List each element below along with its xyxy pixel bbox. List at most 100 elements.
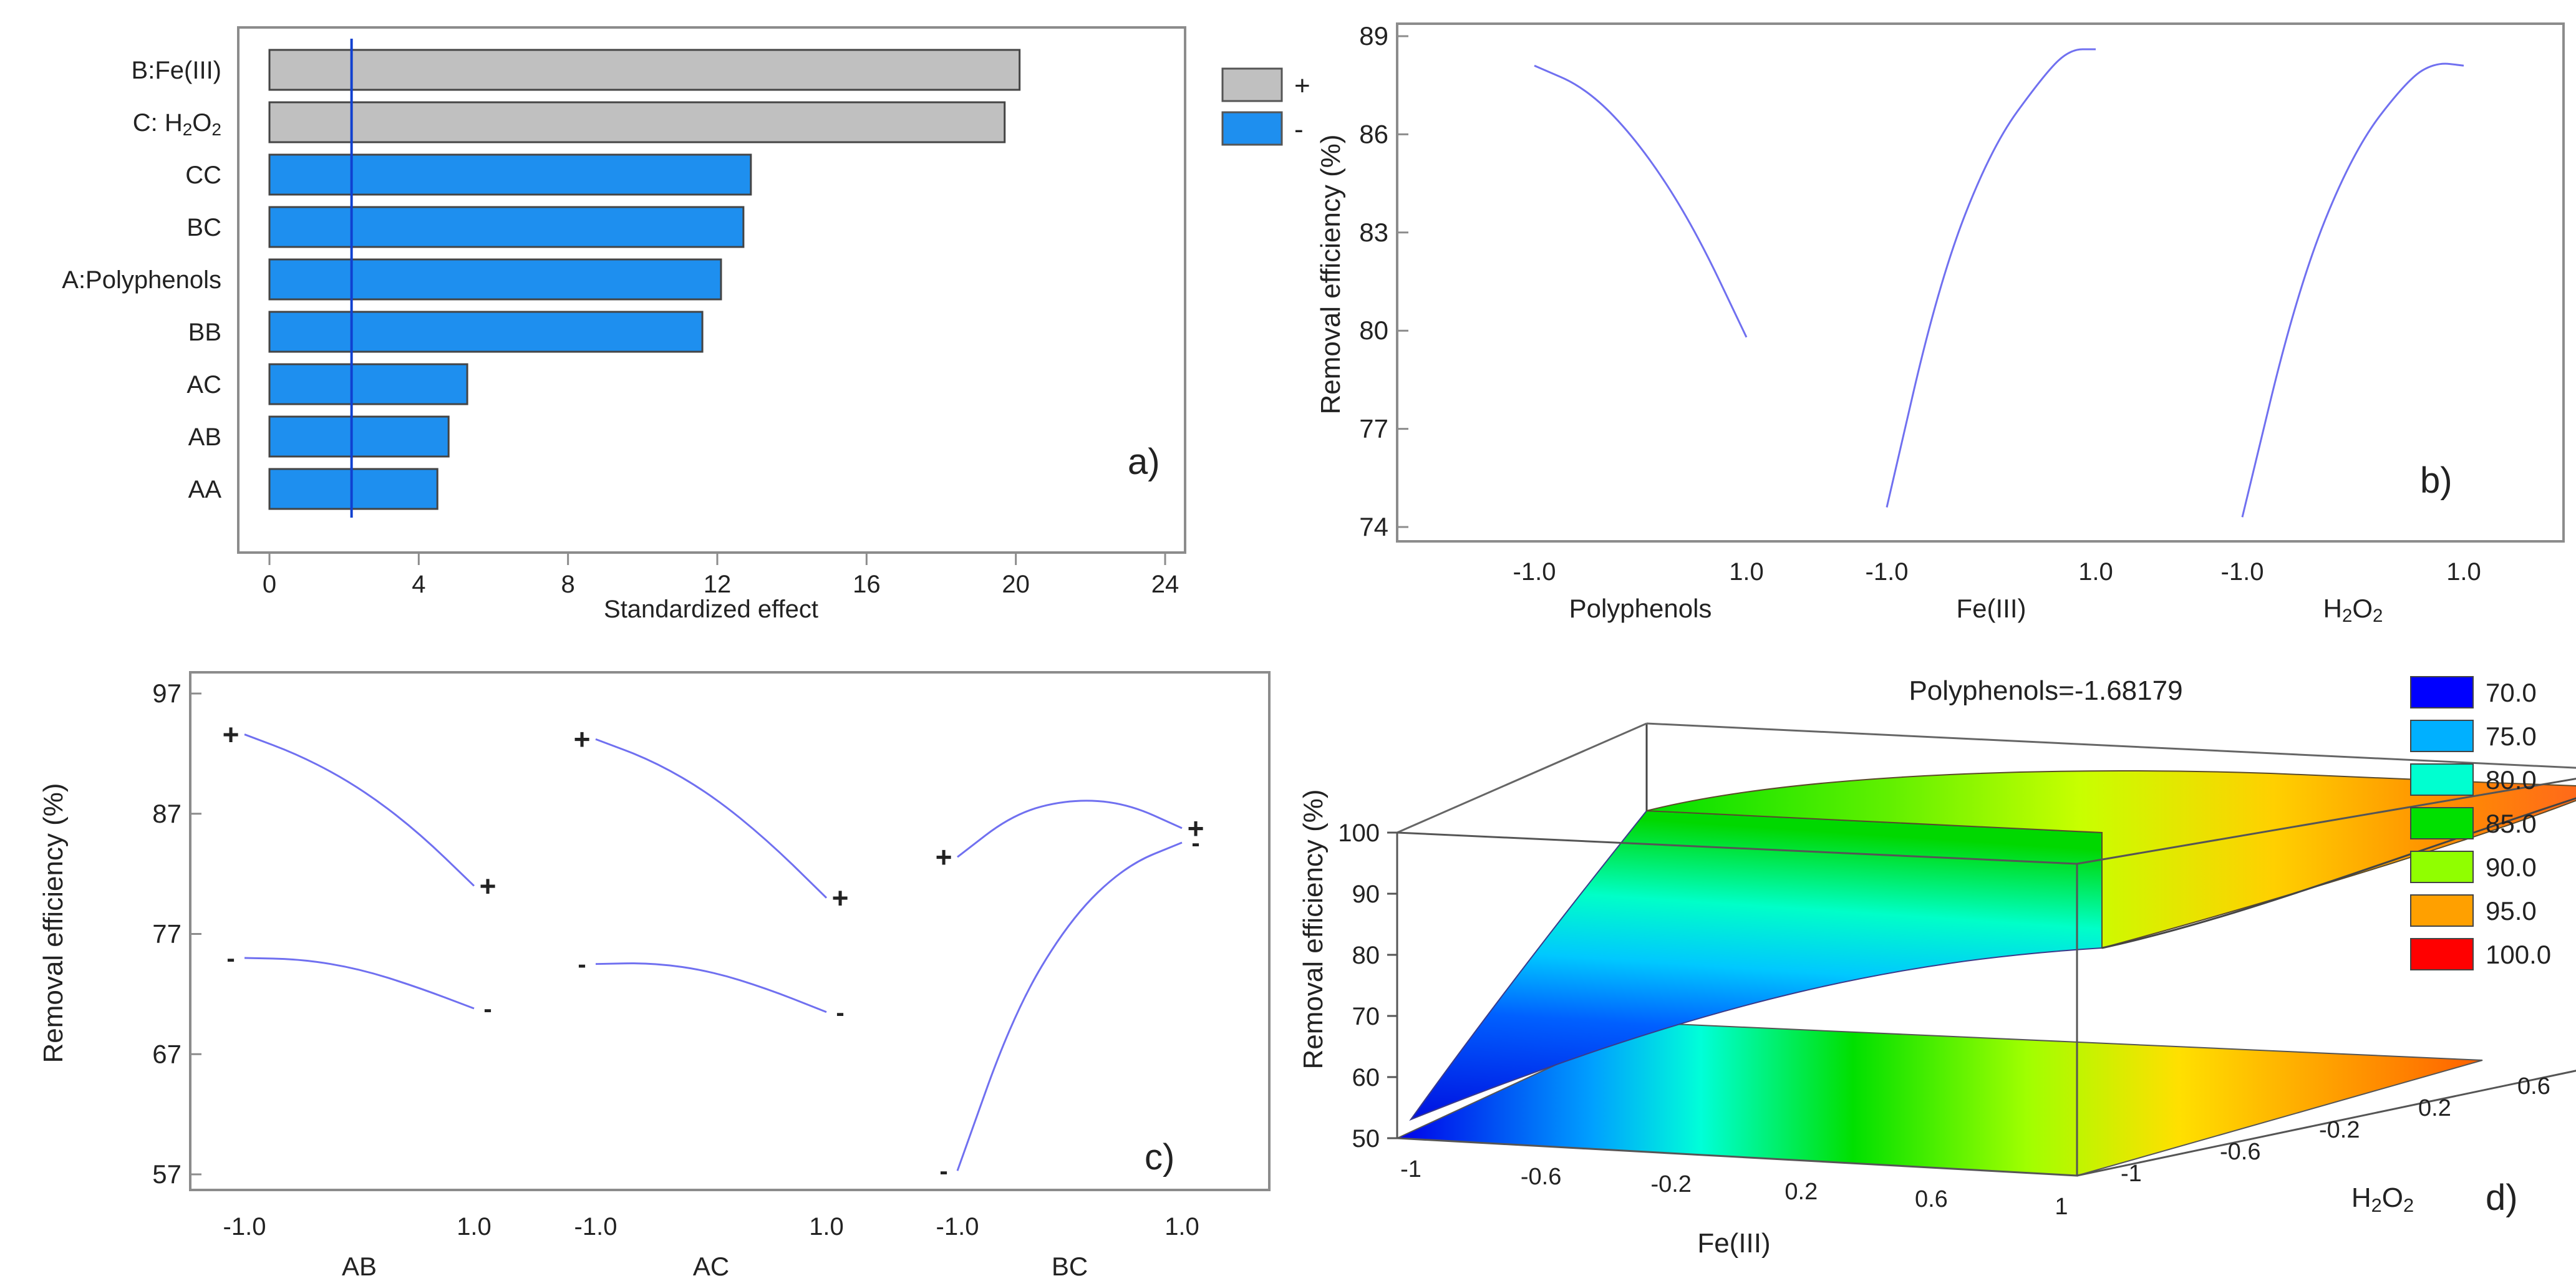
d-box-left-top bbox=[1397, 722, 1647, 834]
d-legend-label: 70.0 bbox=[2486, 678, 2537, 707]
a-category-label: AA bbox=[188, 476, 222, 503]
c-series-marker: - bbox=[578, 951, 586, 979]
c-series-marker: + bbox=[223, 718, 240, 751]
c-x-tick-label: -1.0 bbox=[574, 1213, 617, 1240]
d-legend-swatch bbox=[2410, 763, 2474, 796]
c-y-ticks: 57 67 77 87 97 bbox=[152, 679, 201, 1189]
panel-a: B:Fe(III) C: H2O2 CC BC A:Polyphenols BB AC AB A… bbox=[62, 26, 1310, 623]
d-panel-label: d) bbox=[2486, 1177, 2518, 1218]
a-category-label: A:Polyphenols bbox=[62, 266, 221, 294]
c-curve bbox=[595, 738, 828, 899]
d-legend-label: 85.0 bbox=[2486, 809, 2537, 838]
d-x-ticks: -1 -0.6 -0.2 0.2 0.6 1 bbox=[1400, 1156, 2068, 1220]
a-legend-label-minus: - bbox=[1294, 114, 1304, 145]
d-x-tick-label: 0.6 bbox=[1915, 1186, 1948, 1212]
c-x-tick-label: 1.0 bbox=[1165, 1213, 1199, 1240]
c-group-label: BC bbox=[1052, 1252, 1088, 1281]
c-series-marker: + bbox=[1188, 812, 1204, 844]
c-y-tick-label: 97 bbox=[152, 679, 182, 708]
b-y-tick-label: 77 bbox=[1359, 414, 1388, 443]
c-series-marker: + bbox=[936, 841, 952, 873]
d-z-tick-label: 80 bbox=[1352, 942, 1380, 969]
d-x-tick-label: 1 bbox=[2055, 1194, 2068, 1220]
d-x-tick-label: 0.2 bbox=[1784, 1179, 1818, 1205]
d-y-tick-label: -0.2 bbox=[2319, 1117, 2360, 1143]
a-category-label: AC bbox=[186, 371, 221, 399]
d-x-tick-label: -0.6 bbox=[1521, 1164, 1561, 1190]
c-plot-frame bbox=[189, 671, 1271, 1191]
a-bar bbox=[268, 415, 450, 458]
c-group-labels: -1.0 1.0 AB -1.0 1.0 AC -1.0 1.0 BC bbox=[223, 1213, 1199, 1281]
c-y-tick-label: 77 bbox=[152, 919, 182, 949]
c-series-marker: - bbox=[836, 999, 844, 1027]
d-title: Polyphenols=-1.68179 bbox=[1909, 675, 2182, 706]
a-bar bbox=[268, 49, 1021, 91]
b-plot-frame bbox=[1396, 22, 2565, 543]
c-series-marker: + bbox=[480, 869, 496, 902]
a-legend-swatch-plus bbox=[1221, 67, 1283, 102]
d-legend-label: 90.0 bbox=[2486, 853, 2537, 882]
b-x-tick-label: 1.0 bbox=[1729, 558, 1764, 586]
a-x-tick-label: 0 bbox=[263, 571, 276, 598]
d-legend-label: 80.0 bbox=[2486, 765, 2537, 795]
b-x-tick-label: -1.0 bbox=[1866, 558, 1909, 586]
d-legend-swatch bbox=[2410, 851, 2474, 883]
c-group-label: AC bbox=[693, 1252, 729, 1281]
d-z-tick-label: 50 bbox=[1352, 1125, 1380, 1153]
d-y-tick-label: 0.2 bbox=[2418, 1095, 2451, 1121]
d-x-tick-label: -1 bbox=[1400, 1156, 1421, 1182]
c-curve bbox=[957, 800, 1183, 858]
b-y-tick-label: 74 bbox=[1359, 512, 1388, 541]
a-category-label: BB bbox=[188, 319, 221, 346]
b-group-labels: -1.0 1.0 Polyphenols -1.0 1.0 Fe(III) -1.0 1.0 H… bbox=[1513, 558, 2481, 626]
a-bar bbox=[268, 258, 722, 301]
d-y-axis-label: H2O2 bbox=[2351, 1182, 2414, 1216]
d-z-tick-label: 90 bbox=[1352, 881, 1380, 908]
a-category-label: CC bbox=[185, 162, 221, 189]
a-x-tick-label: 24 bbox=[1151, 571, 1179, 598]
a-x-tick-label: 12 bbox=[704, 571, 732, 598]
d-y-tick-label: -0.6 bbox=[2220, 1139, 2260, 1165]
b-curve bbox=[1886, 48, 2096, 508]
b-x-tick-label: 1.0 bbox=[2446, 558, 2481, 586]
d-legend-swatch bbox=[2410, 676, 2474, 708]
d-y-ticks: -1-0.6-0.20.20.61 bbox=[2121, 1073, 2550, 1187]
a-x-tick-label: 16 bbox=[853, 571, 881, 598]
a-legend-swatch-minus bbox=[1221, 111, 1283, 146]
a-category-label: BC bbox=[186, 214, 221, 241]
c-series-marker: - bbox=[483, 995, 491, 1023]
b-group-label: Fe(III) bbox=[1957, 594, 2026, 623]
c-x-tick-label: 1.0 bbox=[809, 1213, 844, 1240]
d-surface-edge bbox=[2101, 797, 2576, 949]
panel-d: Polyphenols=-1.68179 50 60 70 80 90 100 -1 -0.… bbox=[1298, 675, 2576, 1259]
d-legend: 70.0 75.0 80.0 85.0 90.0 95.0 100.0 bbox=[2410, 676, 2551, 970]
a-legend-label-plus: + bbox=[1294, 70, 1310, 101]
b-curves bbox=[1534, 48, 2464, 518]
b-group-label: Polyphenols bbox=[1569, 594, 1712, 623]
c-panel-label: c) bbox=[1145, 1137, 1174, 1177]
d-legend-swatch bbox=[2410, 720, 2474, 752]
b-y-ticks: 74 77 80 83 86 89 bbox=[1359, 21, 1408, 541]
d-z-ticks: 50 60 70 80 90 100 bbox=[1338, 819, 1397, 1153]
a-category-labels: B:Fe(III) C: H2O2 CC BC A:Polyphenols BB AC AB A… bbox=[62, 57, 221, 503]
a-bars bbox=[268, 49, 1021, 510]
a-category-label: B:Fe(III) bbox=[132, 57, 221, 84]
d-x-tick-label: -0.2 bbox=[1650, 1171, 1691, 1197]
c-y-axis-label: Removal efficiency (%) bbox=[38, 783, 69, 1063]
b-y-tick-label: 80 bbox=[1359, 316, 1388, 345]
d-box-right bbox=[2076, 778, 2576, 1177]
c-x-tick-label: -1.0 bbox=[936, 1213, 979, 1240]
b-y-tick-label: 89 bbox=[1359, 21, 1388, 51]
c-series-marker: - bbox=[1191, 829, 1199, 857]
c-series-marker: - bbox=[226, 945, 235, 972]
a-bar bbox=[268, 101, 1006, 143]
c-y-tick-label: 67 bbox=[152, 1039, 182, 1068]
c-y-tick-label: 57 bbox=[152, 1159, 182, 1189]
c-curve bbox=[244, 733, 475, 887]
b-curve bbox=[2241, 62, 2464, 518]
c-x-tick-label: -1.0 bbox=[223, 1213, 266, 1240]
d-legend-label: 95.0 bbox=[2486, 896, 2537, 926]
b-y-axis-label: Removal efficiency (%) bbox=[1315, 134, 1346, 414]
panel-b: 74 77 80 83 86 89 -1.0 1.0 Polyphenols -1.0 1.0 Fe… bbox=[1315, 21, 2565, 626]
c-y-tick-label: 87 bbox=[152, 799, 182, 828]
